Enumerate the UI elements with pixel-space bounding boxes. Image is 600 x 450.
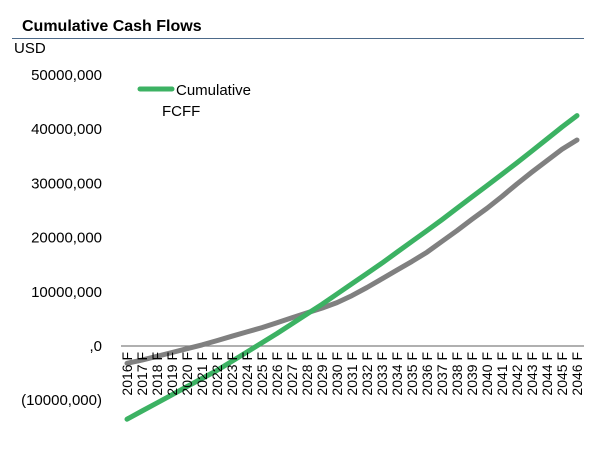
x-tick-label: 2034 F	[389, 352, 405, 396]
x-tick-label: 2018 F	[149, 352, 165, 396]
y-tick-label: 50000,000	[31, 67, 102, 84]
x-tick-label: 2032 F	[359, 352, 375, 396]
x-tick-label: 2022 F	[209, 352, 225, 396]
x-tick-label: 2038 F	[449, 352, 465, 396]
x-tick-label: 2026 F	[269, 352, 285, 396]
series-line-secondary	[124, 137, 580, 366]
x-tick-label: 2019 F	[164, 352, 180, 396]
x-tick-label: 2031 F	[344, 352, 360, 396]
x-tick-label: 2042 F	[509, 352, 525, 396]
x-tick-label: 2021 F	[194, 352, 210, 396]
title-underline	[12, 38, 584, 39]
x-tick-label: 2044 F	[539, 352, 555, 396]
x-tick-label: 2041 F	[494, 352, 510, 396]
x-tick-label: 2029 F	[314, 352, 330, 396]
y-tick-label: 20000,000	[31, 230, 102, 247]
x-tick-label: 2027 F	[284, 352, 300, 396]
x-tick-label: 2030 F	[329, 352, 345, 396]
x-tick-label: 2033 F	[374, 352, 390, 396]
x-tick-label: 2017 F	[134, 352, 150, 396]
x-tick-label: 2016 F	[119, 352, 135, 396]
x-tick-label: 2040 F	[479, 352, 495, 396]
x-tick-label: 2023 F	[224, 352, 240, 396]
x-tick-label: 2028 F	[299, 352, 315, 396]
x-tick-label: 2045 F	[554, 352, 570, 396]
y-unit-label: USD	[14, 40, 46, 57]
y-tick-label: 30000,000	[31, 175, 102, 192]
x-tick-label: 2036 F	[419, 352, 435, 396]
x-tick-label: 2035 F	[404, 352, 420, 396]
x-tick-label: 2039 F	[464, 352, 480, 396]
x-tick-label: 2024 F	[239, 352, 255, 396]
legend-label-cumulative-fcff: Cumulative FCFF	[162, 82, 251, 120]
chart-title: Cumulative Cash Flows	[22, 18, 202, 35]
x-tick-label: 2043 F	[524, 352, 540, 396]
x-tick-label: 2046 F	[569, 352, 585, 396]
x-tick-label: 2020 F	[179, 352, 195, 396]
y-tick-label: (10000,000)	[21, 392, 102, 409]
x-tick-label: 2037 F	[434, 352, 450, 396]
x-tick-label: 2025 F	[254, 352, 270, 396]
y-tick-label: 10000,000	[31, 284, 102, 301]
series-line-cumulative-fcff	[124, 113, 580, 422]
y-tick-label: ,0	[89, 338, 102, 355]
y-tick-label: 40000,000	[31, 121, 102, 138]
